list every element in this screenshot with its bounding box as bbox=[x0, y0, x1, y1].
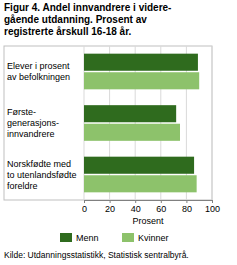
category-label: Første-generasjons-innvandrere bbox=[7, 107, 59, 139]
tick-label: 20 bbox=[105, 204, 115, 214]
tick-label: 100 bbox=[205, 204, 220, 214]
tick: 20 bbox=[105, 200, 115, 214]
source: Kilde: Utdanningsstatistikk, Statistisk … bbox=[4, 250, 189, 260]
tick-mark bbox=[186, 200, 187, 203]
category-label: Norskfødte medto utenlandsfødteforeldre bbox=[7, 159, 77, 191]
tick-label: 40 bbox=[131, 204, 141, 214]
bar bbox=[84, 157, 194, 174]
bar bbox=[84, 105, 176, 122]
plot-frame bbox=[4, 46, 212, 200]
tick: 60 bbox=[156, 200, 166, 214]
category-label: Elever i prosentav befolkningen bbox=[7, 61, 70, 82]
tick: 80 bbox=[182, 200, 192, 214]
legend-swatch bbox=[122, 233, 134, 242]
legend: Menn Kvinner bbox=[60, 233, 169, 243]
tick-label: 80 bbox=[182, 204, 192, 214]
x-axis: 0 20 40 60 80 100 bbox=[82, 200, 220, 214]
legend-swatch bbox=[60, 233, 72, 242]
tick-mark bbox=[84, 200, 85, 203]
tick-mark bbox=[161, 200, 162, 203]
tick: 0 bbox=[82, 200, 87, 214]
tick-label: 0 bbox=[82, 204, 87, 214]
axis-line bbox=[85, 201, 213, 204]
tick-mark bbox=[212, 200, 213, 203]
tick-mark bbox=[135, 200, 136, 203]
tick-label: 60 bbox=[156, 204, 166, 214]
bar bbox=[84, 175, 197, 192]
bars bbox=[84, 54, 199, 193]
bar bbox=[84, 72, 199, 89]
legend-label: Kvinner bbox=[138, 233, 169, 243]
title: Figur 4. Andel innvandrere i videre-gåen… bbox=[4, 2, 171, 37]
chart: Figur 4. Andel innvandrere i videre-gåen… bbox=[0, 0, 237, 265]
tick: 100 bbox=[205, 200, 220, 214]
bar bbox=[84, 124, 180, 141]
grid-line bbox=[212, 46, 213, 200]
bar bbox=[84, 54, 198, 71]
tick-mark bbox=[110, 200, 111, 203]
legend-label: Menn bbox=[76, 233, 99, 243]
grid bbox=[84, 46, 212, 200]
tick: 40 bbox=[131, 200, 141, 214]
x-axis-title: Prosent bbox=[132, 216, 164, 226]
